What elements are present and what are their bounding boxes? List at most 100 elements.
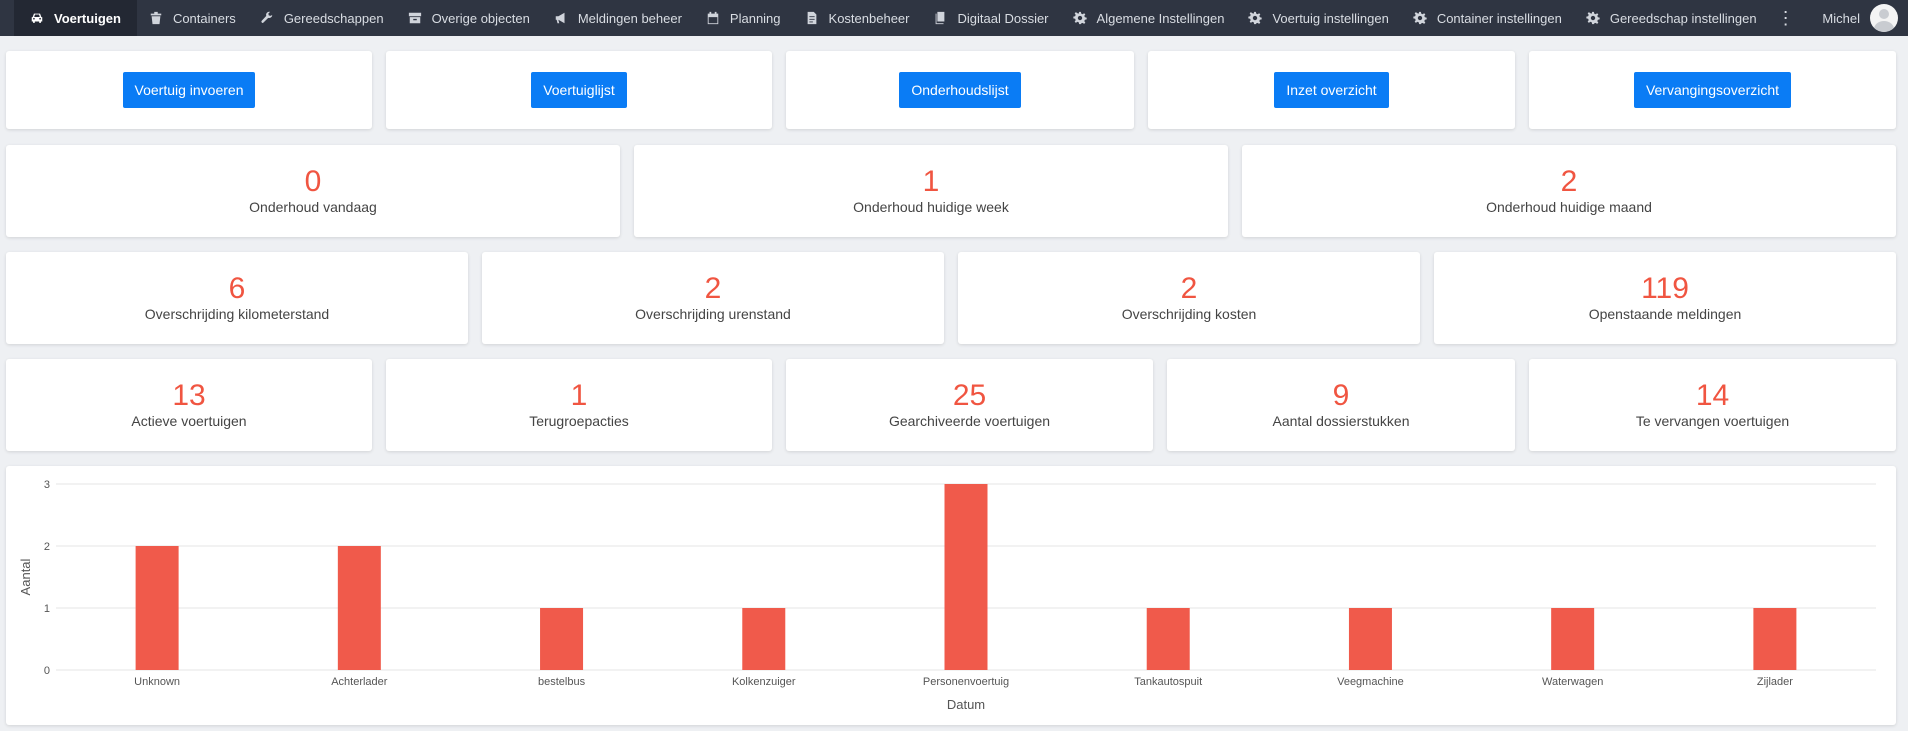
voertuig-invoeren-button[interactable]: Voertuig invoeren (122, 72, 256, 108)
y-axis-title: Aantal (18, 558, 33, 595)
x-tick-label: Personenvoertuig (923, 676, 1009, 688)
x-tick-label: Veegmachine (1337, 676, 1404, 688)
stat-value: 2 (1180, 272, 1198, 305)
nav-algemene-instellingen[interactable]: Algemene Instellingen (1061, 0, 1237, 36)
stat-card[interactable]: 14 Te vervangen voertuigen (1529, 359, 1896, 451)
user-name: Michel (1822, 10, 1860, 26)
nav-label: Planning (729, 10, 781, 26)
stat-value: 2 (1560, 165, 1578, 198)
avatar[interactable] (1870, 4, 1898, 32)
inzet-overzicht-button[interactable]: Inzet overzicht (1274, 72, 1389, 108)
nav-container-instellingen[interactable]: Container instellingen (1401, 0, 1574, 36)
bar (742, 608, 786, 670)
stat-value: 13 (172, 379, 206, 412)
nav-gereedschap-instellingen[interactable]: Gereedschap instellingen (1574, 0, 1769, 36)
x-tick-label: bestelbus (538, 676, 586, 688)
bar (1753, 608, 1797, 670)
nav-planning[interactable]: Planning (694, 0, 793, 36)
stat-value: 25 (952, 379, 987, 412)
stat-card[interactable]: 13 Actieve voertuigen (6, 359, 372, 451)
stat-card[interactable]: 1 Onderhoud huidige week (634, 145, 1228, 237)
action-card: Voertuiglijst (386, 51, 772, 129)
stat-card[interactable]: 2 Overschrijding urenstand (482, 252, 944, 344)
gear-icon (1248, 11, 1263, 25)
stat-value: 14 (1695, 379, 1730, 412)
stat-card[interactable]: 0 Onderhoud vandaag (6, 145, 620, 237)
action-card: Vervangingsoverzicht (1529, 51, 1896, 129)
stat-value: 0 (304, 165, 322, 198)
stat-label: Actieve voertuigen (131, 413, 247, 429)
x-tick-label: Kolkenzuiger (732, 676, 796, 688)
nav-label: Algemene Instellingen (1096, 10, 1225, 26)
bar (540, 608, 584, 670)
stat-card[interactable]: 9 Aantal dossierstukken (1167, 359, 1515, 451)
action-card: Inzet overzicht (1148, 51, 1515, 129)
vehicle-type-chart: 0 1 2 3 Unknown Achterlader bestelbus Kolkenzui… (6, 466, 1896, 725)
x-tick-label: Tankautospuit (1134, 676, 1202, 688)
nav-label: Gereedschap instellingen (1609, 10, 1757, 26)
bar (1348, 608, 1392, 670)
stat-label: Gearchiveerde voertuigen (888, 413, 1051, 429)
stat-card[interactable]: 25 Gearchiveerde voertuigen (786, 359, 1153, 451)
nav-voertuigen[interactable]: Voertuigen (14, 0, 137, 36)
y-tick-label: 1 (44, 603, 50, 615)
stat-card[interactable]: 119 Openstaande meldingen (1434, 252, 1896, 344)
stat-label: Onderhoud huidige maand (1486, 199, 1652, 215)
y-tick-label: 2 (44, 541, 50, 553)
nav-label: Kostenbeheer (828, 10, 910, 26)
action-card: Onderhoudslijst (786, 51, 1134, 129)
vervangingsoverzicht-button[interactable]: Vervangingsoverzicht (1633, 72, 1792, 108)
stat-value: 1 (922, 165, 940, 198)
gear-icon (1586, 11, 1600, 25)
x-tick-label: Unknown (134, 676, 180, 688)
nav-gereedschappen[interactable]: Gereedschappen (248, 0, 396, 36)
nav-kostenbeheer[interactable]: Kostenbeheer (793, 0, 922, 36)
invoice-icon (807, 11, 816, 25)
stat-value: 9 (1332, 379, 1350, 412)
calendar-icon (707, 11, 719, 25)
voertuiglijst-button[interactable]: Voertuiglijst (531, 72, 627, 108)
nav-containers[interactable]: Containers (137, 0, 248, 36)
nav-label: Gereedschappen (283, 10, 384, 26)
stat-label: Overschrijding kosten (1121, 306, 1257, 322)
gear-icon (1072, 11, 1087, 25)
stat-card[interactable]: 1 Terugroepacties (386, 359, 772, 451)
nav-label: Containers (172, 10, 236, 26)
stat-value: 1 (570, 379, 588, 412)
nav-digitaal-dossier[interactable]: Digitaal Dossier (921, 0, 1060, 36)
user-menu[interactable]: Michel (1822, 0, 1898, 36)
top-navbar: Voertuigen Containers Gereedschappen Ove… (0, 0, 1908, 36)
bullhorn-icon (555, 12, 565, 24)
nav-voertuig-instellingen[interactable]: Voertuig instellingen (1236, 0, 1400, 36)
x-tick-label: Zijlader (1757, 676, 1793, 688)
nav-label: Voertuigen (54, 10, 121, 26)
more-menu-icon[interactable]: ⋮ (1776, 8, 1795, 28)
nav-label: Container instellingen (1436, 10, 1562, 26)
stat-card[interactable]: 6 Overschrijding kilometerstand (6, 252, 468, 344)
stat-card[interactable]: 2 Onderhoud huidige maand (1242, 145, 1896, 237)
stat-label: Onderhoud huidige week (853, 199, 1009, 215)
stat-label: Aantal dossierstukken (1272, 413, 1410, 429)
stat-label: Openstaande meldingen (1588, 306, 1742, 322)
nav-label: Digitaal Dossier (957, 10, 1049, 26)
nav-label: Overige objecten (431, 10, 530, 26)
bar (1146, 608, 1190, 670)
stat-label: Onderhoud vandaag (249, 199, 377, 215)
nav-meldingen-beheer[interactable]: Meldingen beheer (542, 0, 694, 36)
x-axis-title: Datum (947, 697, 985, 712)
nav-label: Voertuig instellingen (1272, 10, 1389, 26)
bar (135, 546, 179, 670)
stat-card[interactable]: 2 Overschrijding kosten (958, 252, 1420, 344)
x-tick-label: Achterlader (331, 676, 388, 688)
bar (1551, 608, 1595, 670)
onderhoudslijst-button[interactable]: Onderhoudslijst (899, 72, 1021, 108)
gear-icon (1413, 11, 1427, 25)
documents-icon (936, 11, 945, 25)
stats-row: 13 Actieve voertuigen 1 Terugroepacties … (6, 359, 1896, 451)
stat-value: 6 (228, 272, 246, 305)
trash-icon (150, 11, 162, 25)
y-tick-label: 0 (44, 665, 50, 677)
stat-label: Overschrijding kilometerstand (144, 306, 330, 322)
archive-icon (408, 12, 421, 24)
nav-overige-objecten[interactable]: Overige objecten (396, 0, 542, 36)
